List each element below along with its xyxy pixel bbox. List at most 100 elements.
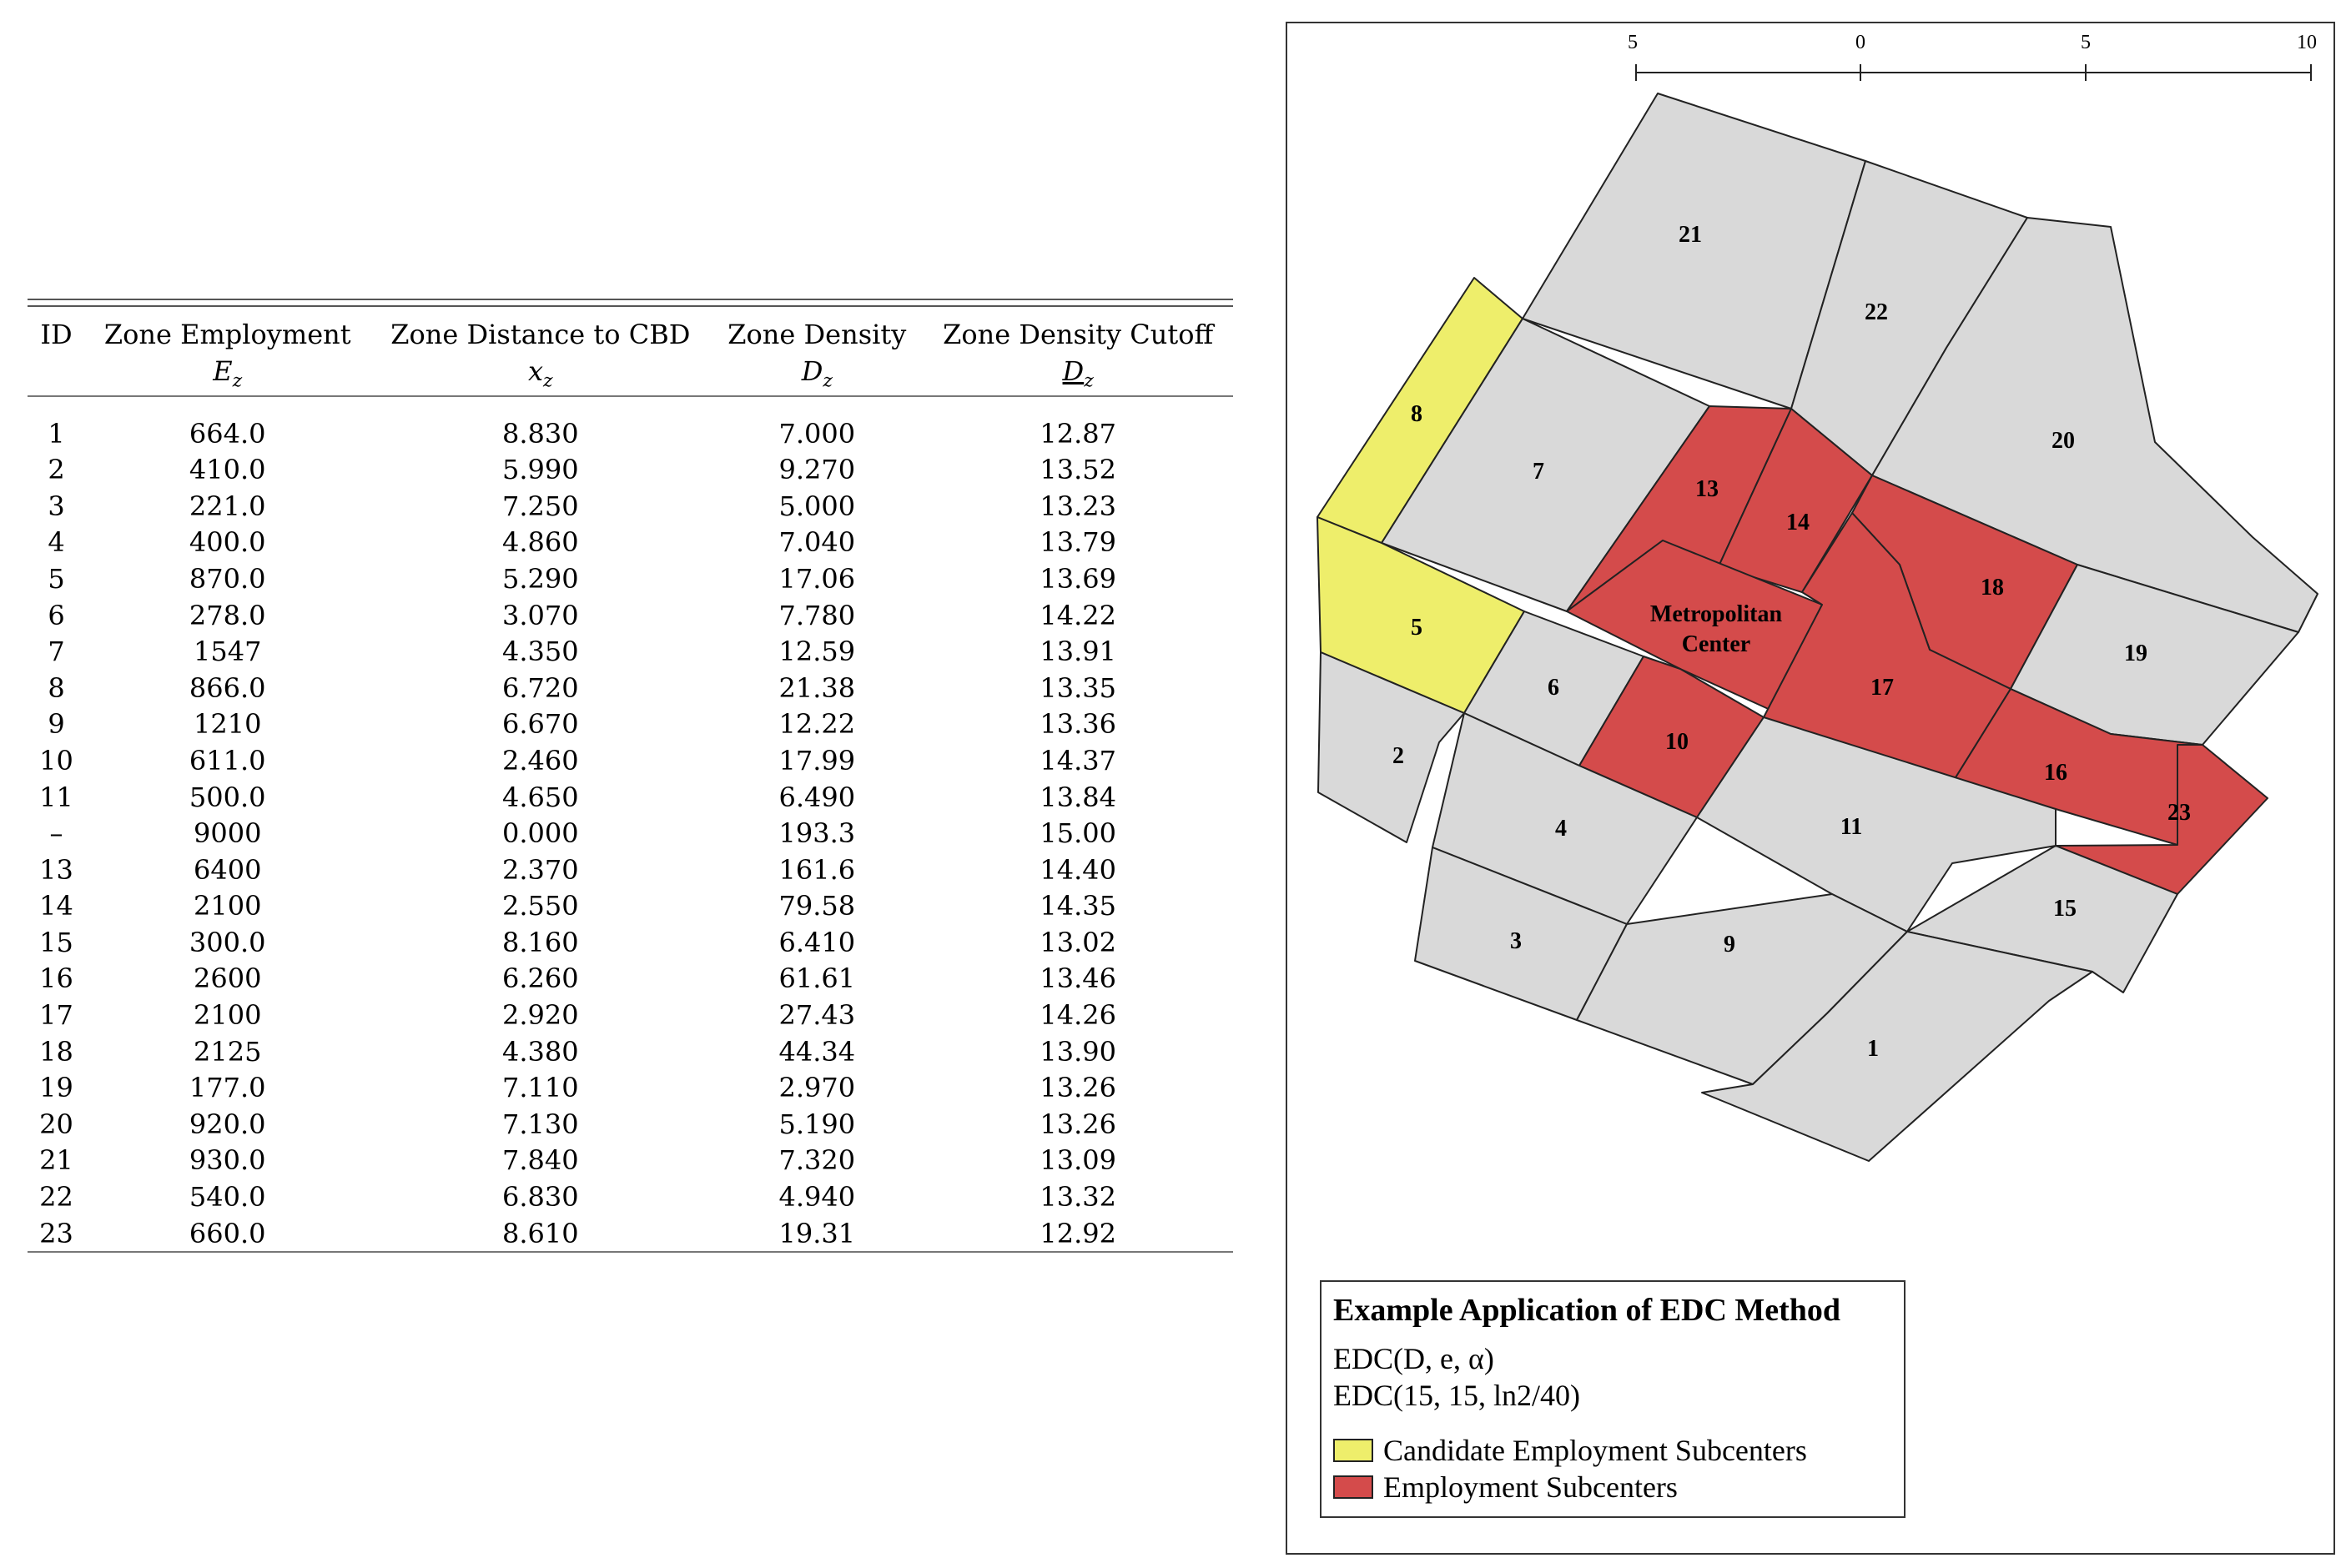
- table-cell: 16: [39, 962, 73, 995]
- table-row: 5 870.0 5.290 17.06 13.69: [28, 561, 1233, 598]
- table-cell: 13.69: [1040, 562, 1116, 595]
- header-symbol-row: Ez xz Dz Dz: [28, 354, 1233, 403]
- table-cell: 7.040: [778, 526, 856, 559]
- table-row: 17 2100 2.920 27.43 14.26: [28, 998, 1233, 1034]
- zone-1: [1701, 931, 2093, 1162]
- table-row: 19 177.0 7.110 2.970 13.26: [28, 1070, 1233, 1107]
- legend-label-candidate: Candidate Employment Subcenters: [1383, 1434, 1807, 1467]
- zone-15: [1906, 845, 2178, 993]
- table-cell: 2100: [194, 890, 262, 922]
- table-cell: 2.460: [502, 744, 579, 776]
- table-cell: 221.0: [189, 490, 266, 522]
- zone-label: 22: [1865, 299, 1888, 325]
- zone-label: 18: [1981, 575, 2004, 601]
- table-cell: 17: [39, 999, 73, 1032]
- table-row: 18 2125 4.380 44.34 13.90: [28, 1034, 1233, 1071]
- table-cell: 4.650: [502, 781, 579, 813]
- table-body: 1 664.0 8.830 7.000 12.87 2 410.0 5.990 9.270 13.…: [28, 403, 1233, 1256]
- table-cell: 5.990: [502, 454, 579, 486]
- table-cell: 9: [48, 708, 65, 741]
- zone-label: 19: [2124, 641, 2147, 666]
- table-cell: 2.920: [502, 999, 579, 1032]
- table-cell: 13.90: [1040, 1035, 1116, 1068]
- table-cell: 3.070: [502, 599, 579, 631]
- zone-label: 9: [1724, 932, 1735, 957]
- header-row: ID Zone Employment Zone Distance to CBD …: [28, 299, 1233, 354]
- table-cell: 7.250: [502, 490, 579, 522]
- table-cell: 12.59: [778, 636, 856, 668]
- table-cell: 17.99: [778, 744, 856, 776]
- zone-label: Center: [1682, 631, 1750, 657]
- symbol-density: Dz: [801, 354, 833, 391]
- table-cell: 2100: [194, 999, 262, 1032]
- table-cell: 27.43: [778, 999, 856, 1032]
- table-cell: 611.0: [189, 744, 266, 776]
- table-cell: 300.0: [189, 926, 266, 958]
- table-cell: 13.91: [1040, 636, 1116, 668]
- scale-bar: 5 0 5 10: [1628, 32, 2317, 81]
- scale-label: 5: [2081, 32, 2091, 53]
- zone-label: 16: [2044, 760, 2067, 786]
- table-cell: 8.830: [502, 417, 579, 450]
- table-cell: 0.000: [502, 817, 579, 850]
- table-cell: 10: [39, 744, 73, 776]
- table-row: 10 611.0 2.460 17.99 14.37: [28, 743, 1233, 780]
- zone-label: Metropolitan: [1650, 601, 1783, 627]
- table-cell: 2125: [194, 1035, 262, 1068]
- table-cell: 13.09: [1040, 1144, 1116, 1177]
- scale-label: 5: [1628, 32, 1638, 53]
- table-cell: 14.35: [1040, 890, 1116, 922]
- table-cell: 660.0: [189, 1217, 266, 1249]
- table-row: 21 930.0 7.840 7.320 13.09: [28, 1143, 1233, 1179]
- zone-label: 2: [1392, 743, 1404, 769]
- zone-label: 4: [1555, 816, 1567, 842]
- table-cell: 13.36: [1040, 708, 1116, 741]
- table-cell: 1: [48, 417, 65, 450]
- table-cell: 20: [39, 1108, 73, 1140]
- table-cell: 12.22: [778, 708, 856, 741]
- table-cell: 2600: [194, 962, 262, 995]
- table-cell: 8: [48, 671, 65, 704]
- table-cell: 6.670: [502, 708, 579, 741]
- table-cell: 13.79: [1040, 526, 1116, 559]
- table-header-rule: [28, 395, 1233, 397]
- table-cell: 410.0: [189, 454, 266, 486]
- table-cell: 9000: [194, 817, 262, 850]
- legend-swatch-subcenter: [1333, 1475, 1373, 1499]
- table-row: 1 664.0 8.830 7.000 12.87: [28, 403, 1233, 453]
- table-cell: 278.0: [189, 599, 266, 631]
- table-cell: 540.0: [189, 1181, 266, 1214]
- table-row: 4 400.0 4.860 7.040 13.79: [28, 525, 1233, 561]
- table-cell: 193.3: [778, 817, 856, 850]
- table-row: 2 410.0 5.990 9.270 13.52: [28, 452, 1233, 489]
- legend-formula: EDC(D, e, α): [1333, 1342, 1494, 1375]
- table-cell: 161.6: [778, 853, 856, 886]
- zone-20: [1871, 217, 2318, 633]
- table-cell: 13.32: [1040, 1181, 1116, 1214]
- legend-swatch-candidate: [1333, 1439, 1373, 1462]
- table-cell: 13.26: [1040, 1072, 1116, 1104]
- map-panel: 5 0 5 10 21 22 20 8 7 13: [1286, 22, 2335, 1555]
- table-row: 14 2100 2.550 79.58 14.35: [28, 888, 1233, 925]
- table-cell: 11: [39, 781, 73, 813]
- table-cell: 930.0: [189, 1144, 266, 1177]
- table-cell: 5.190: [778, 1108, 856, 1140]
- table-cell: 4: [48, 526, 65, 559]
- header-employment: Zone Employment: [103, 319, 351, 350]
- table-row: – 9000 0.000 193.3 15.00: [28, 816, 1233, 852]
- table-cell: 5.000: [778, 490, 856, 522]
- table-cell: 6.830: [502, 1181, 579, 1214]
- symbol-employment: Ez: [213, 354, 243, 391]
- table-cell: 9.270: [778, 454, 856, 486]
- header-cutoff: Zone Density Cutoff: [943, 319, 1214, 350]
- table-row: 3 221.0 7.250 5.000 13.23: [28, 489, 1233, 525]
- table-cell: 15: [39, 926, 73, 958]
- data-table: ID Zone Employment Zone Distance to CBD …: [28, 299, 1233, 1255]
- table-cell: 18: [39, 1035, 73, 1068]
- table-cell: 500.0: [189, 781, 266, 813]
- legend-parameters: EDC(15, 15, ln2/40): [1333, 1379, 1580, 1412]
- table-cell: 7: [48, 636, 65, 668]
- table-cell: 7.320: [778, 1144, 856, 1177]
- zone-label: 6: [1548, 675, 1559, 701]
- table-cell: 13.02: [1040, 926, 1116, 958]
